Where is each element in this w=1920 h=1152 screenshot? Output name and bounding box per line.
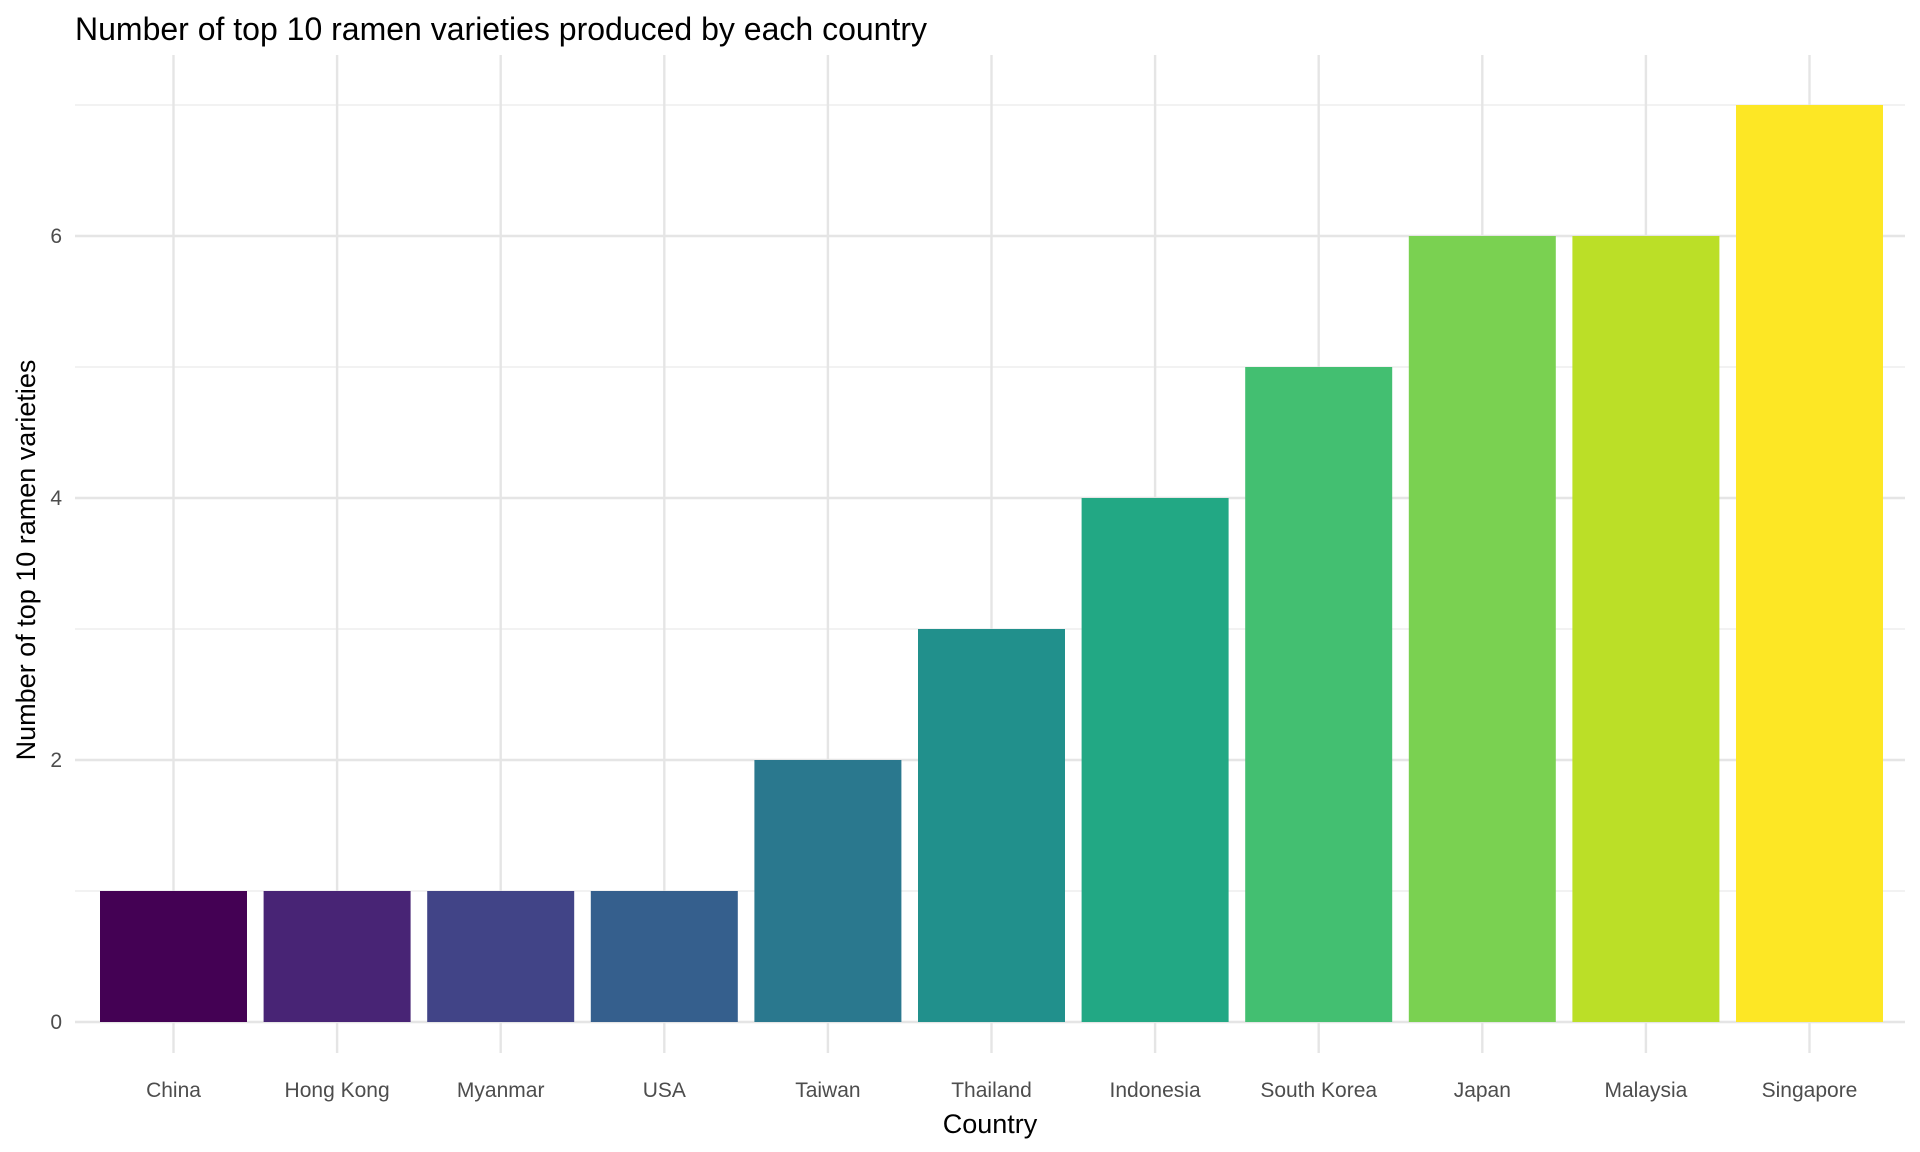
y-tick-label: 2 [50, 749, 62, 772]
x-tick-label: Hong Kong [285, 1079, 390, 1102]
bar-myanmar [427, 891, 575, 1022]
x-tick-label: Japan [1454, 1079, 1511, 1102]
bar-taiwan [754, 760, 902, 1022]
bar-china [100, 891, 247, 1022]
bar-usa [590, 891, 738, 1022]
x-tick-label: Malaysia [1604, 1079, 1687, 1102]
bar-south-korea [1245, 367, 1393, 1022]
bar-singapore [1736, 105, 1883, 1022]
bar-thailand [918, 629, 1065, 1022]
x-tick-label: China [146, 1079, 201, 1102]
x-tick-label: Thailand [951, 1079, 1032, 1102]
bars [100, 105, 1883, 1022]
x-tick-label: USA [643, 1079, 686, 1102]
x-axis-tick-labels: China Hong Kong Myanmar USA Taiwan Thailand In… [146, 1079, 1857, 1102]
y-tick-label: 6 [50, 225, 62, 248]
x-tick-label: Indonesia [1110, 1079, 1201, 1102]
x-tick-label: Taiwan [795, 1079, 860, 1102]
y-tick-label: 0 [50, 1011, 62, 1034]
x-tick-label: South Korea [1260, 1079, 1377, 1102]
x-tick-label: Singapore [1762, 1079, 1858, 1102]
bar-malaysia [1572, 236, 1720, 1022]
y-axis-title: Number of top 10 ramen varieties [11, 360, 41, 761]
chart-title: Number of top 10 ramen varieties produce… [75, 11, 927, 47]
y-axis-tick-labels: 0 2 4 6 [50, 225, 62, 1034]
bar-japan [1408, 236, 1556, 1022]
bar-hong-kong [263, 891, 411, 1022]
x-tick-label: Myanmar [457, 1079, 545, 1102]
x-axis-title: Country [943, 1109, 1038, 1139]
y-tick-label: 4 [50, 487, 62, 510]
bar-indonesia [1081, 498, 1229, 1022]
